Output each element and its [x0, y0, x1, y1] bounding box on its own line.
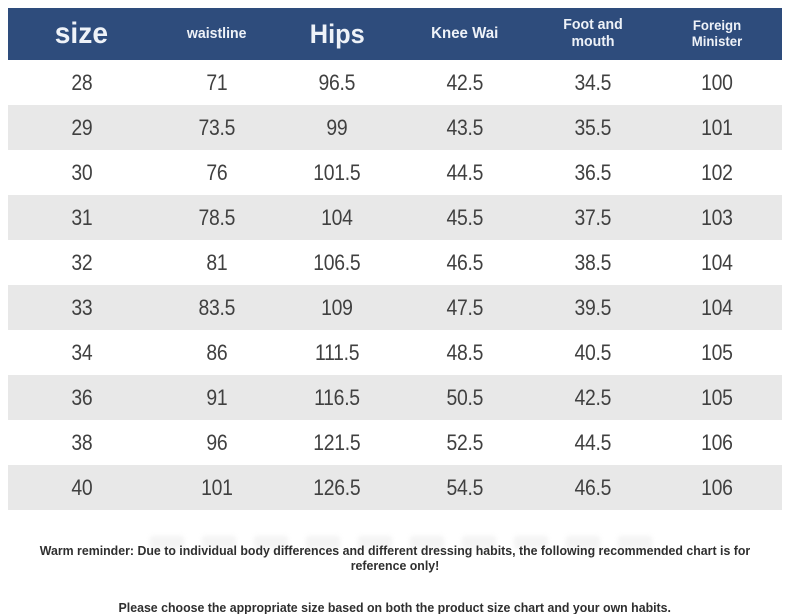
- table-cell: 36: [70, 384, 93, 410]
- table-cell: 73.5: [198, 114, 236, 140]
- table-cell: 32: [70, 249, 93, 275]
- table-cell: 43.5: [446, 114, 484, 140]
- table-cell: 103: [700, 204, 733, 230]
- table-cell: 28: [70, 69, 93, 95]
- column-header-knee-wai: Knee Wai: [431, 25, 499, 43]
- column-header-waistline: waistline: [187, 24, 247, 42]
- table-cell: 96.5: [318, 69, 356, 95]
- table-cell: 101: [700, 114, 733, 140]
- table-row: 32 81 106.5 46.5 38.5 104: [8, 240, 782, 285]
- table-cell: 102: [700, 159, 733, 185]
- table-cell: 42.5: [446, 69, 484, 95]
- table-row: 36 91 116.5 50.5 42.5 105: [8, 375, 782, 420]
- column-header-size: size: [54, 17, 109, 51]
- table-row: 34 86 111.5 48.5 40.5 105: [8, 330, 782, 375]
- table-row: 28 71 96.5 42.5 34.5 100: [8, 60, 782, 105]
- footer-note-2: Please choose the appropriate size based…: [118, 600, 672, 614]
- table-row: 29 73.5 99 43.5 35.5 101: [8, 105, 782, 150]
- table-cell: 42.5: [574, 384, 612, 410]
- table-cell: 29: [70, 114, 93, 140]
- table-row: 40 101 126.5 54.5 46.5 106: [8, 465, 782, 510]
- table-cell: 40.5: [574, 339, 612, 365]
- table-row: 33 83.5 109 47.5 39.5 104: [8, 285, 782, 330]
- table-cell: 36.5: [574, 159, 612, 185]
- table-cell: 101: [201, 474, 233, 500]
- table-cell: 46.5: [574, 474, 612, 500]
- table-cell: 52.5: [446, 429, 484, 455]
- table-cell: 46.5: [446, 249, 484, 275]
- footer-note-1: Warm reminder: Due to individual body di…: [39, 543, 751, 573]
- table-cell: 106.5: [313, 249, 361, 275]
- table-cell: 34: [70, 339, 93, 365]
- table-cell: 101.5: [313, 159, 361, 185]
- column-header-foot-and-mouth: Foot and mouth: [563, 16, 623, 50]
- table-cell: 105: [700, 384, 733, 410]
- table-cell: 54.5: [446, 474, 484, 500]
- table-cell: 71: [206, 69, 228, 95]
- table-cell: 109: [321, 294, 353, 320]
- table-cell: 44.5: [446, 159, 484, 185]
- table-cell: 38.5: [574, 249, 612, 275]
- table-cell: 100: [700, 69, 733, 95]
- footer-notes: Warm reminder: Due to individual body di…: [0, 543, 790, 614]
- table-cell: 33: [70, 294, 93, 320]
- table-cell: 106: [700, 429, 733, 455]
- table-cell: 116.5: [314, 384, 360, 410]
- table-cell: 78.5: [198, 204, 236, 230]
- table-cell: 104: [700, 294, 733, 320]
- table-cell: 35.5: [574, 114, 612, 140]
- table-cell: 105: [700, 339, 733, 365]
- table-cell: 83.5: [198, 294, 236, 320]
- table-cell: 99: [326, 114, 348, 140]
- table-cell: 50.5: [446, 384, 484, 410]
- table-cell: 121.5: [313, 429, 361, 455]
- table-body: 28 71 96.5 42.5 34.5 100 29 73.5 99 43.5 35.5 101 30…: [8, 60, 782, 510]
- table-row: 31 78.5 104 45.5 37.5 103: [8, 195, 782, 240]
- table-cell: 44.5: [574, 429, 612, 455]
- table-cell: 91: [206, 384, 228, 410]
- size-table: size waistline Hips Knee Wai Foot and mouth F…: [8, 8, 782, 510]
- table-cell: 30: [70, 159, 93, 185]
- table-cell: 106: [700, 474, 733, 500]
- table-cell: 37.5: [574, 204, 612, 230]
- table-cell: 104: [700, 249, 733, 275]
- table-cell: 38: [70, 429, 93, 455]
- table-cell: 126.5: [313, 474, 361, 500]
- table-cell: 96: [206, 429, 228, 455]
- table-cell: 48.5: [446, 339, 484, 365]
- table-cell: 104: [321, 204, 353, 230]
- table-cell: 86: [206, 339, 228, 365]
- table-row: 30 76 101.5 44.5 36.5 102: [8, 150, 782, 195]
- table-cell: 45.5: [446, 204, 484, 230]
- table-header-row: size waistline Hips Knee Wai Foot and mouth F…: [8, 8, 782, 60]
- table-cell: 31: [70, 204, 93, 230]
- table-cell: 76: [206, 159, 228, 185]
- table-cell: 39.5: [574, 294, 612, 320]
- table-cell: 47.5: [446, 294, 484, 320]
- column-header-hips: Hips: [309, 18, 365, 49]
- table-row: 38 96 121.5 52.5 44.5 106: [8, 420, 782, 465]
- table-cell: 111.5: [314, 339, 360, 365]
- table-cell: 81: [206, 249, 228, 275]
- column-header-foreign-minister: Foreign Minister: [691, 17, 742, 49]
- table-cell: 40: [70, 474, 93, 500]
- table-cell: 34.5: [574, 69, 612, 95]
